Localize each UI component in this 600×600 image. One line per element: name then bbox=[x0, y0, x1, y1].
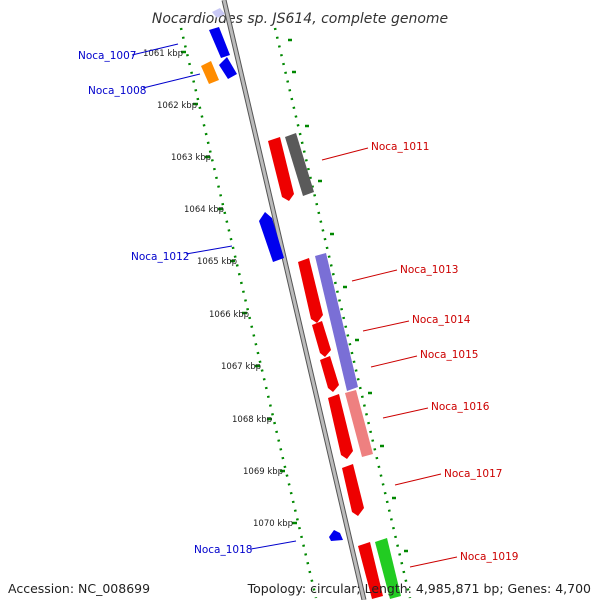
gene-label-noca-1019[interactable]: Noca_1019 bbox=[460, 551, 518, 563]
backbone bbox=[222, 0, 366, 600]
gene-label-noca-1012[interactable]: Noca_1012 bbox=[131, 251, 189, 263]
tick-label: 1064 kbp bbox=[184, 205, 224, 215]
gene-noca-1014-feature[interactable] bbox=[312, 321, 331, 357]
topology-text: Topology: circular; Length: 4,985,871 bp… bbox=[247, 581, 591, 596]
gene-noca-1008-feature[interactable] bbox=[219, 57, 237, 79]
gene-noca-1017-feature[interactable] bbox=[342, 464, 364, 516]
gene-noca-1016-feature[interactable] bbox=[328, 394, 353, 459]
tick-label: 1065 kbp bbox=[197, 257, 237, 267]
gene-noca-1007-feature[interactable] bbox=[209, 27, 230, 58]
gene-noca-1011-feature[interactable] bbox=[268, 137, 294, 201]
tick-label: 1062 kbp bbox=[157, 101, 197, 111]
gene-noca-1011-gray[interactable] bbox=[285, 133, 314, 196]
gene-label-noca-1014[interactable]: Noca_1014 bbox=[412, 314, 471, 326]
tick-label: 1070 kbp bbox=[253, 519, 293, 529]
gene-label-noca-1013[interactable]: Noca_1013 bbox=[400, 264, 458, 276]
right-track-ticks bbox=[288, 38, 408, 553]
gene-label-noca-1016[interactable]: Noca_1016 bbox=[431, 401, 490, 413]
gene-noca-1019-green[interactable] bbox=[375, 538, 401, 599]
gene-label-noca-1007[interactable]: Noca_1007 bbox=[78, 50, 136, 62]
accession-text: Accession: NC_008699 bbox=[8, 581, 151, 596]
tick-marks bbox=[181, 50, 297, 525]
gene-label-noca-1008[interactable]: Noca_1008 bbox=[88, 85, 146, 97]
gene-noca-1018-feature[interactable] bbox=[329, 530, 343, 541]
gene-label-noca-1017[interactable]: Noca_1017 bbox=[444, 468, 502, 480]
gene-noca-1019-feature[interactable] bbox=[358, 542, 383, 599]
tick-label: 1069 kbp bbox=[243, 467, 283, 477]
gene-noca-1013-feature[interactable] bbox=[298, 258, 323, 323]
map-title: Nocardioides sp. JS614, complete genome bbox=[152, 11, 448, 27]
gene-label-noca-1011[interactable]: Noca_1011 bbox=[371, 141, 429, 153]
features bbox=[201, 8, 401, 599]
tick-label: 1068 kbp bbox=[232, 415, 272, 425]
gene-noca-1007-feature[interactable] bbox=[212, 8, 225, 18]
gene-noca-1008-orf[interactable] bbox=[201, 61, 219, 84]
tick-label: 1066 kbp bbox=[209, 310, 249, 320]
tick-label: 1067 kbp bbox=[221, 362, 261, 372]
gene-noca-1012-feature[interactable] bbox=[259, 212, 284, 262]
gene-noca-1015-feature[interactable] bbox=[320, 356, 339, 392]
gene-label-noca-1015[interactable]: Noca_1015 bbox=[420, 349, 478, 361]
gene-noca-1013-purple[interactable] bbox=[315, 253, 358, 391]
tick-label: 1061 kbp bbox=[143, 49, 183, 59]
gene-noca-1016-pink[interactable] bbox=[345, 390, 373, 457]
gene-label-noca-1018[interactable]: Noca_1018 bbox=[194, 544, 252, 556]
leader-lines bbox=[131, 43, 458, 568]
tick-label: 1063 kbp bbox=[171, 153, 211, 163]
